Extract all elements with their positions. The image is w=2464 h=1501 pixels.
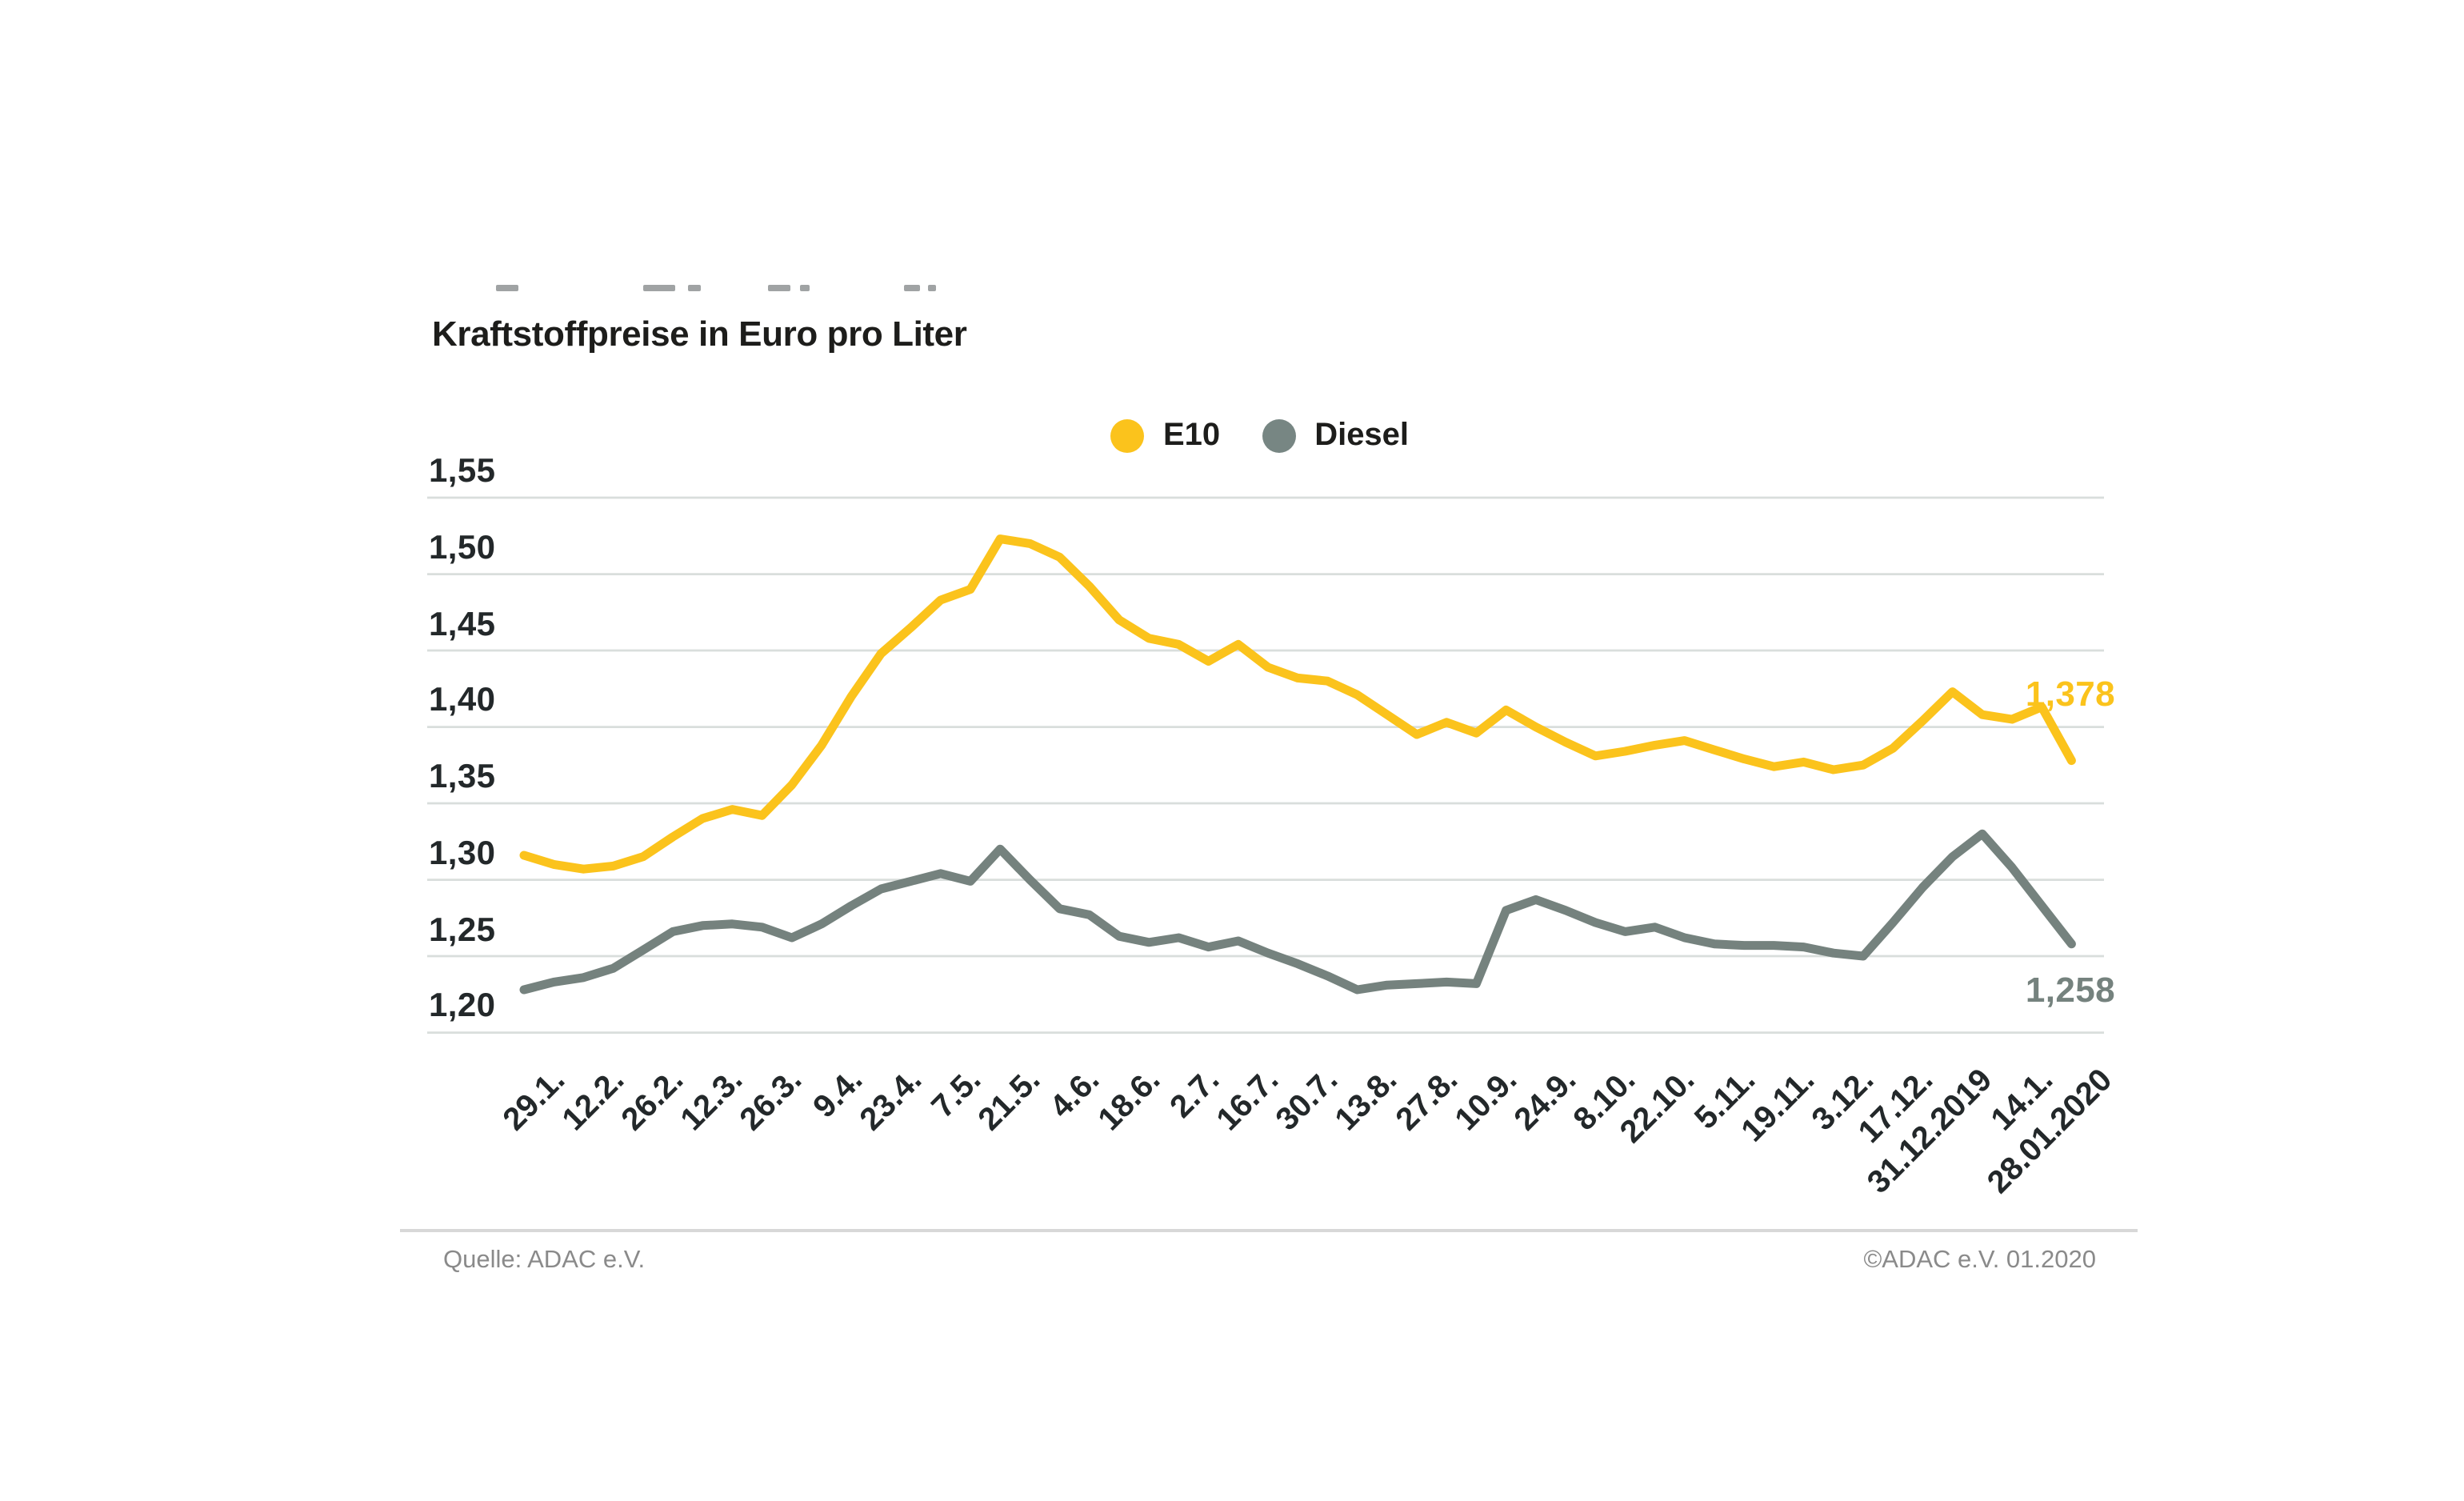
diesel-line	[519, 829, 2076, 995]
e10-end-value-label: 1,378	[2025, 674, 2115, 714]
legend-label-e10: E10	[1163, 418, 1221, 453]
y-axis-label: 1,50	[429, 529, 496, 566]
source-note: Quelle: ADAC e.V.	[443, 1247, 646, 1274]
y-axis-label: 1,35	[429, 759, 496, 795]
legend-label-diesel: Diesel	[1314, 418, 1410, 453]
y-axis-label: 1,45	[429, 606, 496, 642]
legend: E10 Diesel	[1110, 418, 1409, 454]
y-axis-label: 1,30	[429, 835, 496, 872]
e10-line	[519, 534, 2076, 874]
copyright-note: ©ADAC e.V. 01.2020	[1863, 1247, 2096, 1274]
legend-item-diesel: Diesel	[1262, 418, 1409, 454]
y-axis-label: 1,20	[429, 987, 496, 1025]
y-axis-label: 1,40	[429, 682, 496, 719]
diesel-legend-dot-icon	[1262, 419, 1296, 453]
legend-item-e10: E10	[1110, 418, 1220, 454]
y-axis-label: 1,25	[429, 911, 496, 948]
chart-title: Kraftstoffpreise in Euro pro Liter	[432, 314, 967, 354]
e10-legend-dot-icon	[1110, 419, 1144, 453]
footer-divider	[400, 1229, 2138, 1232]
y-axis-label: 1,55	[429, 453, 496, 490]
diesel-end-value-label: 1,258	[2025, 970, 2115, 1010]
